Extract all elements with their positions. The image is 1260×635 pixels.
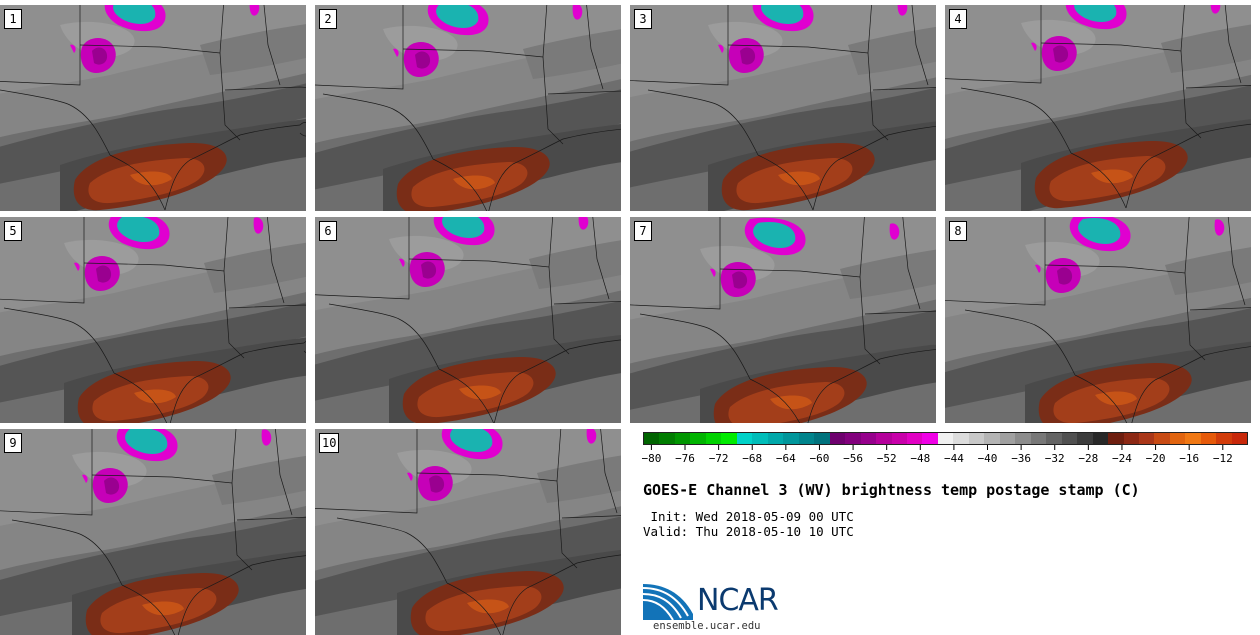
colorbar-tick-label: −48 [910,452,931,465]
panel-5: 5 [0,217,306,423]
panel-7: 7 [630,217,936,423]
plot-title: GOES-E Channel 3 (WV) brightness temp po… [643,481,1140,499]
panel-map [315,217,621,423]
panel-8: 8 [945,217,1251,423]
colorbar-swatch [736,433,753,444]
colorbar-swatch [999,433,1016,444]
colorbar-swatch [752,433,768,444]
colorbar-swatch [659,433,675,444]
colorbar-swatch [798,433,815,444]
colorbar-swatch [922,433,938,444]
colorbar-tick-label: −12 [1212,452,1233,465]
panel-label: 1 [4,9,22,29]
colorbar-swatch [829,433,846,444]
colorbar-tick-label: −40 [977,452,998,465]
colorbar-swatch [1200,433,1217,444]
valid-time: Valid: Thu 2018-05-10 10 UTC [643,524,854,539]
panel-10: 10 [315,429,621,635]
colorbar-swatch [891,433,907,444]
panel-label: 9 [4,433,22,453]
colorbar-tick-label: −32 [1044,452,1065,465]
colorbar-swatch [1123,433,1139,444]
colorbar-tick-label: −28 [1078,452,1099,465]
colorbar [643,432,1248,445]
colorbar-swatch [953,433,969,444]
colorbar-tick-label: −56 [843,452,863,465]
colorbar-swatch [1015,433,1031,444]
panel-1: 1 [0,5,306,211]
colorbar-swatch [1185,433,1201,444]
colorbar-swatch [1231,433,1248,444]
colorbar-swatch [937,433,954,444]
colorbar-swatch [1061,433,1078,444]
colorbar-tick-label: −52 [876,452,897,465]
colorbar-swatch [1092,433,1109,444]
colorbar-swatch [1108,433,1124,444]
panel-label: 3 [634,9,652,29]
panel-3: 3 [630,5,936,211]
colorbar-tick-label: −60 [809,452,830,465]
colorbar-swatch [674,433,691,444]
colorbar-swatch [1216,433,1232,444]
colorbar-swatch [1077,433,1093,444]
panel-map [0,217,306,423]
colorbar-swatch [968,433,985,444]
panel-label: 6 [319,221,337,241]
panel-label: 2 [319,9,337,29]
colorbar-tick-label: −20 [1145,452,1166,465]
panel-map [315,429,621,635]
colorbar-swatch [705,433,722,444]
colorbar-swatch [845,433,861,444]
colorbar-swatch [906,433,923,444]
panel-map [945,5,1251,211]
panel-label: 5 [4,221,22,241]
panel-map [945,217,1251,423]
colorbar-tick-label: −64 [775,452,796,465]
colorbar-swatch [767,433,784,444]
panel-label: 10 [319,433,340,453]
colorbar-tick-label: −76 [675,452,695,465]
panel-map [315,5,621,211]
panel-map [630,5,936,211]
colorbar-swatch [721,433,737,444]
colorbar-swatch [1030,433,1047,444]
colorbar-tick-label: −16 [1179,452,1200,465]
colorbar-tick-label: −72 [708,452,729,465]
colorbar-swatch [783,433,799,444]
panel-map [0,5,306,211]
colorbar-swatch [690,433,706,444]
colorbar-swatch [1169,433,1186,444]
panel-map [630,217,936,423]
panel-label: 4 [949,9,967,29]
colorbar-ticks [650,445,1224,450]
panel-6: 6 [315,217,621,423]
panel-label: 8 [949,221,967,241]
colorbar-swatch [984,433,1000,444]
colorbar-tick-label: −36 [1011,452,1032,465]
panel-4: 4 [945,5,1251,211]
colorbar-labels: −80 −76 −72 −68 −64 −60 −56 −52 −48 −44 −40 −36 −32−… [641,452,1248,466]
colorbar-tick-label: −80 [641,452,662,465]
colorbar-swatch [876,433,892,444]
colorbar-swatch [1154,433,1170,444]
colorbar-swatch [860,433,877,444]
colorbar-swatch [814,433,830,444]
colorbar-tick-label: −68 [742,452,763,465]
colorbar-swatch [644,433,660,444]
ncar-logo-text: NCAR [697,583,779,618]
panel-map [0,429,306,635]
panel-9: 9 [0,429,306,635]
panel-label: 7 [634,221,652,241]
colorbar-tick-label: −24 [1112,452,1132,465]
panel-2: 2 [315,5,621,211]
ncar-url: ensemble.ucar.edu [653,620,761,632]
colorbar-swatch [1139,433,1155,444]
colorbar-tick-label: −44 [943,452,964,465]
ncar-logo-icon [643,584,693,620]
init-time: Init: Wed 2018-05-09 00 UTC [643,509,854,524]
colorbar-swatch [1046,433,1062,444]
